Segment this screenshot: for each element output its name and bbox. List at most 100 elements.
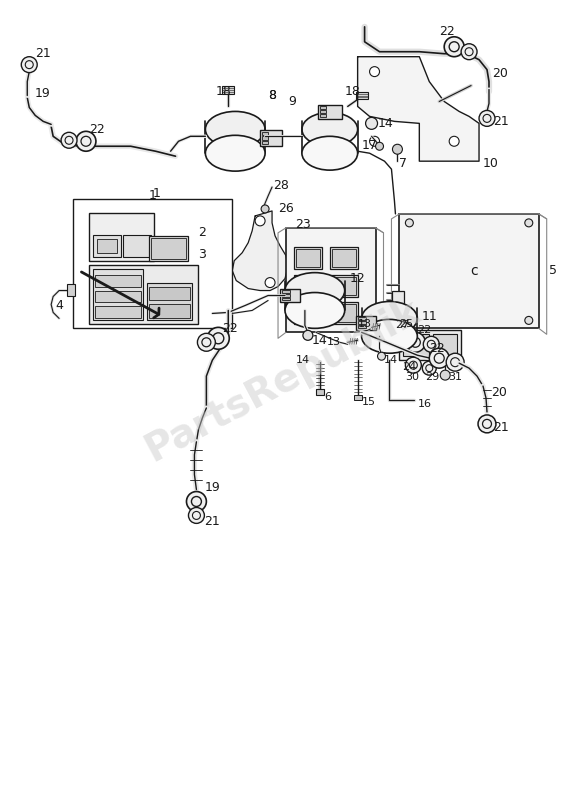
Circle shape (207, 327, 229, 350)
Bar (95, 306, 141, 318)
Bar (332, 277, 355, 294)
Text: 27: 27 (396, 320, 410, 330)
Circle shape (22, 57, 37, 73)
Text: 14: 14 (312, 334, 328, 346)
Bar (355, 91, 367, 99)
Text: 13: 13 (327, 338, 341, 347)
Text: 3: 3 (199, 248, 206, 262)
Circle shape (440, 370, 450, 380)
Bar (296, 277, 320, 294)
Bar (262, 141, 268, 144)
Circle shape (186, 491, 207, 511)
Circle shape (525, 219, 533, 227)
Circle shape (461, 44, 477, 60)
Bar (355, 317, 376, 330)
Text: 5: 5 (548, 264, 557, 277)
Circle shape (446, 354, 464, 371)
Text: 19: 19 (204, 481, 220, 494)
Bar (280, 289, 300, 302)
Circle shape (366, 118, 378, 130)
Bar (89, 265, 199, 324)
Bar (95, 290, 141, 302)
Bar (95, 274, 141, 286)
Bar (330, 302, 358, 324)
Text: 1: 1 (149, 189, 157, 202)
Text: 1: 1 (153, 186, 161, 199)
Circle shape (76, 131, 96, 151)
Circle shape (405, 219, 413, 227)
Circle shape (392, 144, 402, 154)
Text: 28: 28 (273, 178, 289, 191)
Bar (97, 238, 117, 253)
Circle shape (61, 132, 77, 148)
Bar (149, 286, 190, 301)
Text: 16: 16 (417, 399, 431, 409)
Text: 23: 23 (295, 218, 311, 231)
Bar (358, 318, 366, 320)
Bar (296, 249, 320, 266)
Text: 8: 8 (268, 89, 276, 102)
Text: 13: 13 (358, 319, 372, 330)
Bar (296, 305, 320, 322)
Circle shape (255, 216, 265, 226)
Text: 21: 21 (204, 515, 220, 528)
Text: 15: 15 (362, 397, 376, 407)
Circle shape (405, 332, 425, 352)
Text: 2: 2 (199, 226, 206, 239)
Bar (73, 199, 232, 328)
Circle shape (265, 278, 275, 287)
Text: 26: 26 (278, 202, 294, 215)
Bar (332, 305, 355, 322)
Circle shape (444, 37, 464, 57)
Bar (149, 305, 190, 318)
Text: 8: 8 (268, 89, 276, 102)
Text: 22: 22 (222, 322, 238, 335)
Bar (123, 235, 151, 257)
Bar (318, 106, 342, 119)
Text: 22: 22 (429, 342, 445, 354)
Bar (282, 298, 290, 301)
Text: 18: 18 (215, 85, 231, 98)
Circle shape (449, 136, 459, 146)
Bar (294, 302, 322, 324)
Text: 21: 21 (35, 47, 51, 60)
Text: 14: 14 (378, 117, 393, 130)
Text: PartsRepublik: PartsRepublik (139, 291, 427, 469)
Text: 20: 20 (492, 67, 508, 80)
Bar (320, 110, 326, 114)
Bar (354, 395, 362, 400)
Bar (320, 106, 326, 110)
Ellipse shape (302, 113, 358, 146)
Text: 22: 22 (439, 26, 455, 38)
Circle shape (198, 334, 215, 351)
Bar (286, 228, 376, 332)
Ellipse shape (362, 319, 417, 354)
Bar (262, 136, 268, 140)
Polygon shape (232, 211, 288, 290)
Bar (67, 283, 75, 295)
Circle shape (405, 358, 421, 373)
Bar (332, 249, 355, 266)
Bar (260, 130, 282, 146)
Ellipse shape (205, 135, 265, 171)
Polygon shape (358, 57, 479, 161)
Bar (294, 246, 322, 269)
Text: 20: 20 (491, 386, 507, 398)
Text: 18: 18 (345, 85, 361, 98)
Text: 7: 7 (400, 157, 408, 170)
Bar (262, 132, 268, 135)
Text: 29: 29 (425, 372, 440, 382)
Text: 14: 14 (296, 355, 310, 365)
Circle shape (422, 361, 436, 375)
Circle shape (303, 330, 313, 340)
Bar (320, 114, 326, 118)
Bar (358, 322, 366, 324)
Text: 17: 17 (362, 138, 378, 152)
Text: 22: 22 (417, 326, 432, 335)
Circle shape (188, 507, 204, 523)
Bar (330, 246, 358, 269)
Circle shape (370, 136, 380, 146)
Text: 10: 10 (483, 157, 499, 170)
Text: 11: 11 (421, 310, 437, 323)
Text: 22: 22 (89, 123, 105, 136)
